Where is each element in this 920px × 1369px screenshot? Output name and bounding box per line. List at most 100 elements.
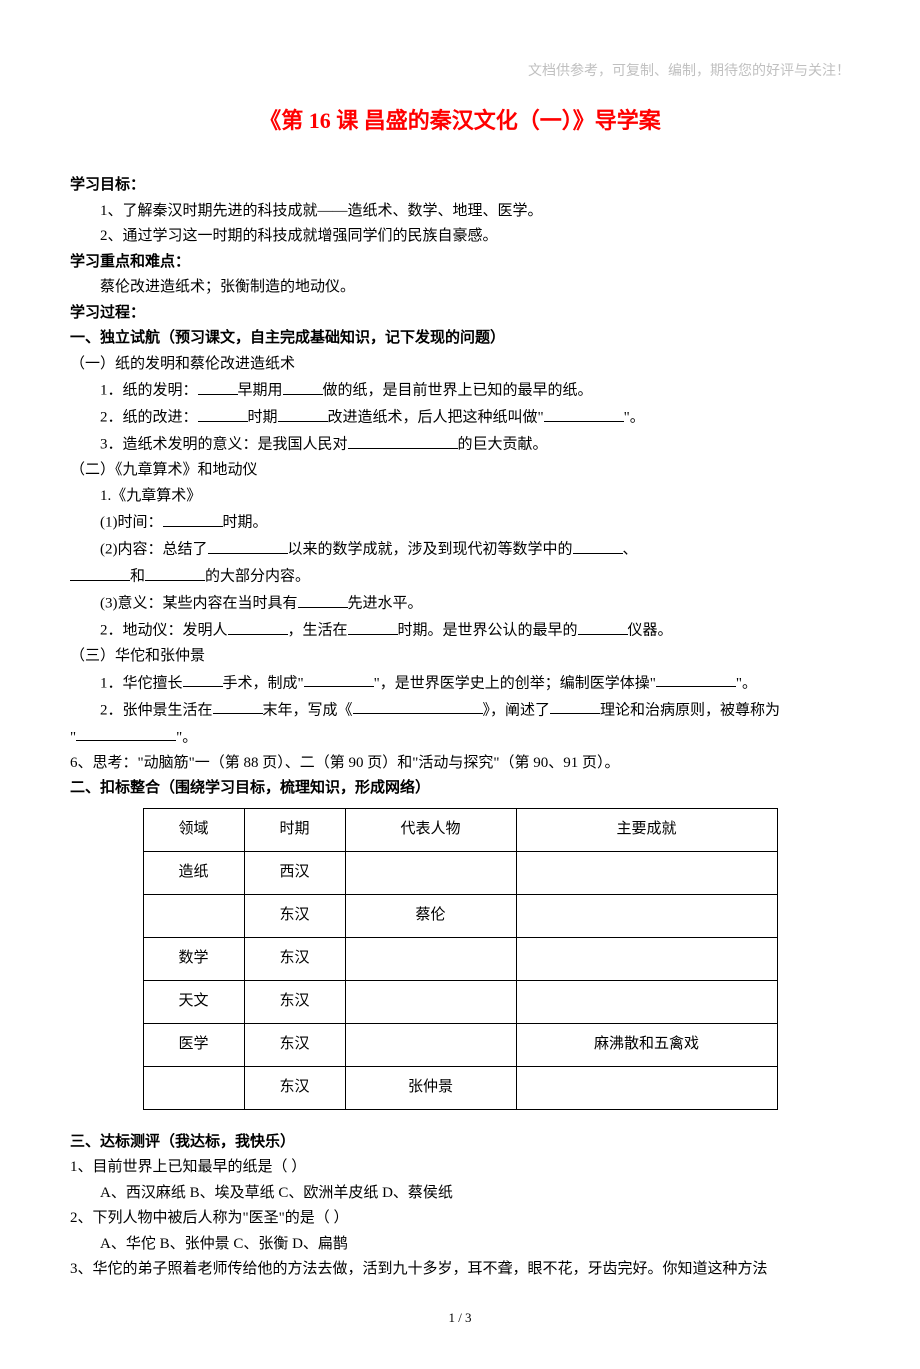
cell: 天文 bbox=[143, 980, 244, 1023]
blank[interactable] bbox=[304, 670, 374, 688]
question-1-options: A、西汉麻纸 B、埃及草纸 C、欧洲羊皮纸 D、蔡侯纸 bbox=[70, 1181, 850, 1207]
question-2-options: A、华佗 B、张仲景 C、张衡 D、扁鹊 bbox=[70, 1232, 850, 1258]
section-1-heading: 一、独立试航（预习课文，自主完成基础知识，记下发现的问题） bbox=[70, 326, 850, 352]
text: 时期 bbox=[248, 410, 278, 426]
blank[interactable] bbox=[145, 563, 205, 581]
text: 1．纸的发明： bbox=[100, 383, 198, 399]
difficulty-heading: 学习重点和难点： bbox=[70, 250, 850, 276]
cell: 张仲景 bbox=[345, 1066, 516, 1109]
text: 1．华佗擅长 bbox=[100, 675, 183, 691]
question-2: 2、下列人物中被后人称为"医圣"的是（ ） bbox=[70, 1206, 850, 1232]
text: "。 bbox=[736, 675, 757, 691]
blank[interactable] bbox=[283, 377, 323, 395]
cell: 东汉 bbox=[244, 1066, 345, 1109]
blank[interactable] bbox=[298, 590, 348, 608]
table-row: 数学 东汉 bbox=[143, 937, 777, 980]
fill-line: (1)时间：时期。 bbox=[70, 509, 850, 536]
text: 的巨大贡献。 bbox=[458, 437, 548, 453]
fill-line: ""。 bbox=[70, 724, 850, 751]
cell: 东汉 bbox=[244, 1023, 345, 1066]
blank[interactable] bbox=[76, 724, 176, 742]
text: 改进造纸术，后人把这种纸叫做" bbox=[328, 410, 544, 426]
goal-item: 2、通过学习这一时期的科技成就增强同学们的民族自豪感。 bbox=[70, 224, 850, 250]
text: 2．地动仪：发明人 bbox=[100, 623, 228, 639]
fill-line: 1．华佗擅长 手术，制成" "，是世界医学史上的创举；编制医学体操" "。 bbox=[70, 670, 850, 697]
blank[interactable] bbox=[578, 617, 628, 635]
question-1: 1、目前世界上已知最早的纸是（ ） bbox=[70, 1155, 850, 1181]
question-3: 3、华佗的弟子照着老师传给他的方法去做，活到九十多岁，耳不聋，眼不花，牙齿完好。… bbox=[70, 1257, 850, 1283]
blank[interactable] bbox=[573, 536, 623, 554]
table-row: 天文 东汉 bbox=[143, 980, 777, 1023]
table-header-row: 领域 时期 代表人物 主要成就 bbox=[143, 808, 777, 851]
cell[interactable] bbox=[345, 1023, 516, 1066]
cell: 西汉 bbox=[244, 851, 345, 894]
blank[interactable] bbox=[550, 697, 600, 715]
goal-item: 1、了解秦汉时期先进的科技成就——造纸术、数学、地理、医学。 bbox=[70, 199, 850, 225]
cell[interactable] bbox=[143, 894, 244, 937]
cell[interactable] bbox=[345, 851, 516, 894]
cell[interactable] bbox=[516, 851, 777, 894]
blank[interactable] bbox=[353, 697, 483, 715]
blank[interactable] bbox=[70, 563, 130, 581]
cell[interactable] bbox=[345, 980, 516, 1023]
text: 手术，制成" bbox=[223, 675, 304, 691]
section-3-heading: 三、达标测评（我达标，我快乐） bbox=[70, 1130, 850, 1156]
blank[interactable] bbox=[198, 404, 248, 422]
cell: 医学 bbox=[143, 1023, 244, 1066]
fill-line: 2．地动仪：发明人 ，生活在 时期。是世界公认的最早的 仪器。 bbox=[70, 617, 850, 644]
th-person: 代表人物 bbox=[345, 808, 516, 851]
header-note: 文档供参考，可复制、编制，期待您的好评与关注！ bbox=[70, 60, 850, 84]
difficulty-body: 蔡伦改进造纸术；张衡制造的地动仪。 bbox=[70, 275, 850, 301]
blank[interactable] bbox=[198, 377, 238, 395]
fill-line: 2．纸的改进：时期改进造纸术，后人把这种纸叫做""。 bbox=[70, 404, 850, 431]
blank[interactable] bbox=[656, 670, 736, 688]
table-row: 医学 东汉 麻沸散和五禽戏 bbox=[143, 1023, 777, 1066]
cell[interactable] bbox=[345, 937, 516, 980]
blank[interactable] bbox=[348, 431, 458, 449]
text: 时期。是世界公认的最早的 bbox=[398, 623, 578, 639]
text: 以来的数学成就，涉及到现代初等数学中的 bbox=[288, 542, 573, 558]
cell[interactable] bbox=[516, 937, 777, 980]
th-period: 时期 bbox=[244, 808, 345, 851]
blank[interactable] bbox=[348, 617, 398, 635]
blank[interactable] bbox=[213, 697, 263, 715]
text: 做的纸，是目前世界上已知的最早的纸。 bbox=[323, 383, 593, 399]
item: 1.《九章算术》 bbox=[70, 484, 850, 510]
text: 理论和治病原则，被尊称为 bbox=[600, 702, 780, 718]
text: "。 bbox=[176, 729, 197, 745]
fill-line: (3)意义：某些内容在当时具有先进水平。 bbox=[70, 590, 850, 617]
text: 仪器。 bbox=[628, 623, 673, 639]
table-row: 东汉 蔡伦 bbox=[143, 894, 777, 937]
cell[interactable] bbox=[516, 894, 777, 937]
subsection-1b: （二）《九章算术》和地动仪 bbox=[70, 458, 850, 484]
cell[interactable] bbox=[143, 1066, 244, 1109]
fill-line: (2)内容：总结了 以来的数学成就，涉及到现代初等数学中的 、 bbox=[70, 536, 850, 563]
text: 2．张仲景生活在 bbox=[100, 702, 213, 718]
text: 早期用 bbox=[238, 383, 283, 399]
cell: 蔡伦 bbox=[345, 894, 516, 937]
lesson-title: 《第 16 课 昌盛的秦汉文化（一）》导学案 bbox=[70, 102, 850, 139]
cell: 数学 bbox=[143, 937, 244, 980]
cell[interactable] bbox=[516, 1066, 777, 1109]
text: "，是世界医学史上的创举；编制医学体操" bbox=[374, 675, 656, 691]
cell[interactable] bbox=[516, 980, 777, 1023]
text: 、 bbox=[623, 542, 638, 558]
blank[interactable] bbox=[278, 404, 328, 422]
text: 时期。 bbox=[223, 515, 268, 531]
item-6: 6、思考："动脑筋"一（第 88 页）、二（第 90 页）和"活动与探究"（第 … bbox=[70, 751, 850, 777]
blank[interactable] bbox=[163, 509, 223, 527]
blank[interactable] bbox=[208, 536, 288, 554]
fill-line: 2．张仲景生活在末年，写成《》，阐述了理论和治病原则，被尊称为 bbox=[70, 697, 850, 724]
text: (2)内容：总结了 bbox=[100, 542, 208, 558]
th-achievement: 主要成就 bbox=[516, 808, 777, 851]
table-row: 造纸 西汉 bbox=[143, 851, 777, 894]
text: ，生活在 bbox=[288, 623, 348, 639]
text: (3)意义：某些内容在当时具有 bbox=[100, 596, 298, 612]
text: "。 bbox=[624, 410, 645, 426]
blank[interactable] bbox=[183, 670, 223, 688]
fill-line: 1．纸的发明： 早期用 做的纸，是目前世界上已知的最早的纸。 bbox=[70, 377, 850, 404]
text: 的大部分内容。 bbox=[205, 569, 310, 585]
blank[interactable] bbox=[228, 617, 288, 635]
blank[interactable] bbox=[544, 404, 624, 422]
subsection-1a: （一）纸的发明和蔡伦改进造纸术 bbox=[70, 352, 850, 378]
